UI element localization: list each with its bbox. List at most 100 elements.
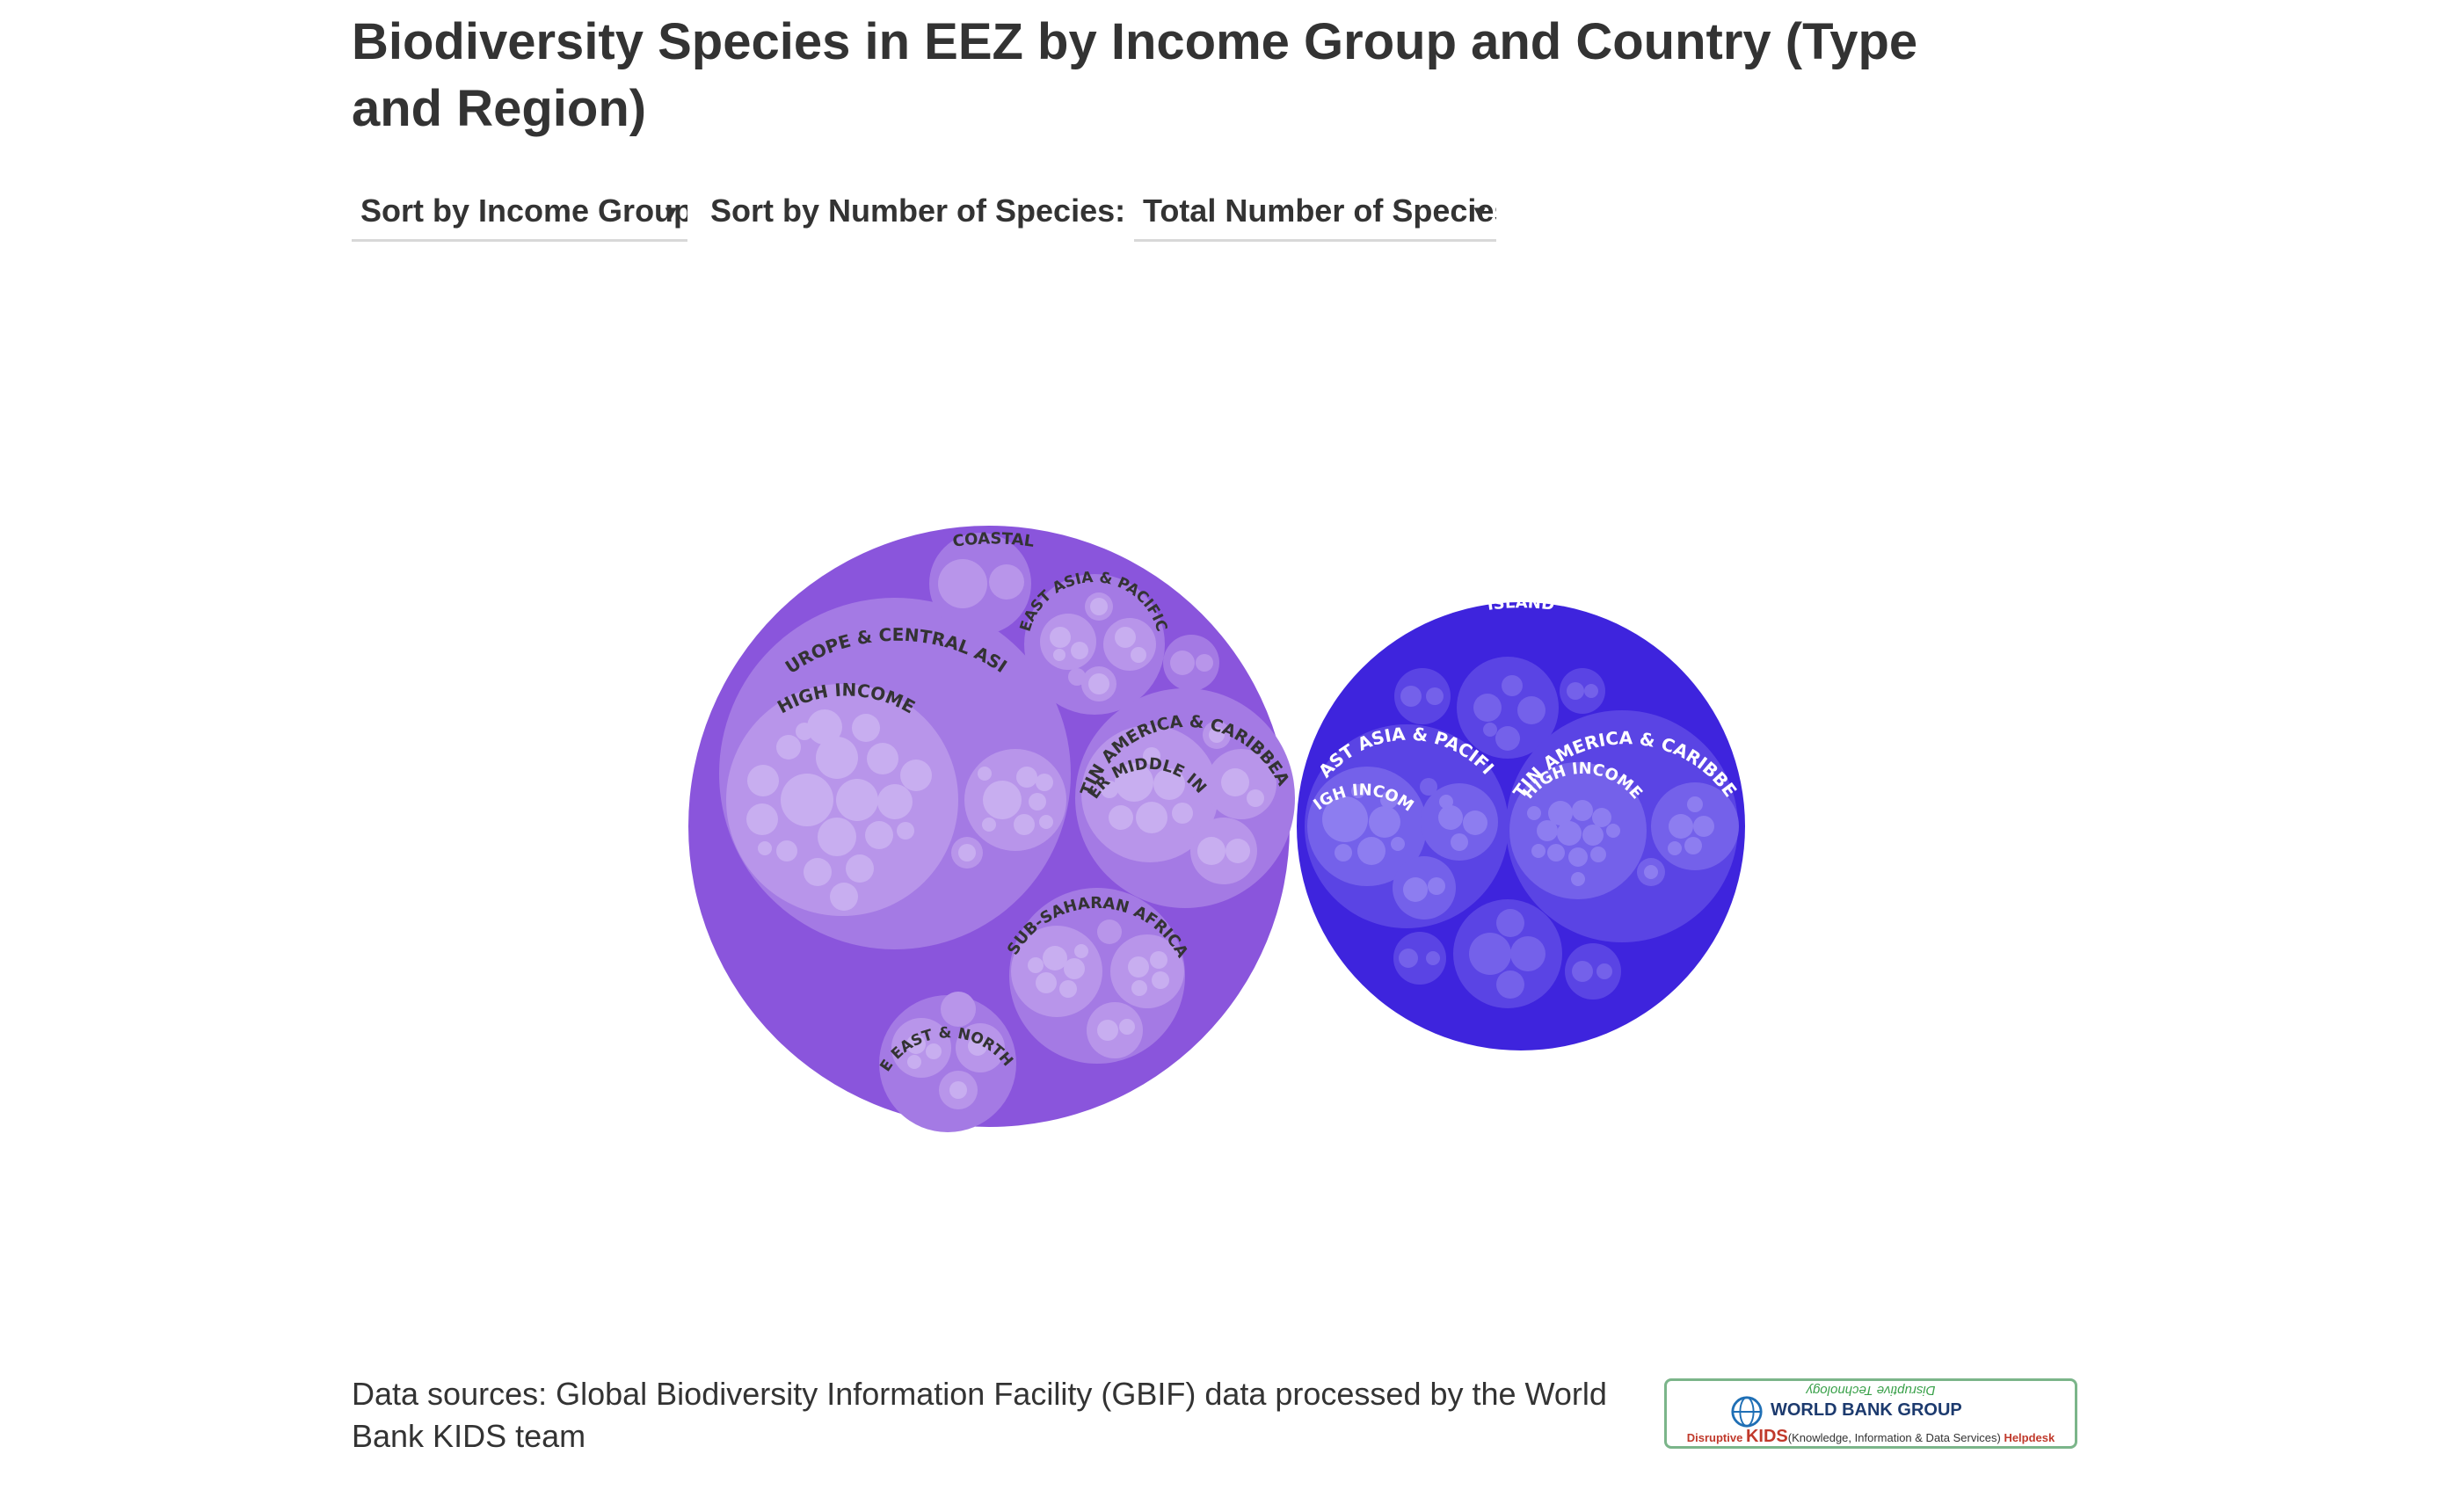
country-circle[interactable] xyxy=(1136,802,1167,833)
country-circle[interactable] xyxy=(1590,847,1606,862)
country-circle[interactable] xyxy=(1693,816,1714,837)
coastal-group[interactable]: COASTAL EUROPE & CENTRAL ASIA HIGH INCOM… xyxy=(0,0,1295,1132)
country-circle[interactable] xyxy=(1571,872,1585,886)
country-circle[interactable] xyxy=(807,709,842,745)
country-circle[interactable] xyxy=(1572,800,1593,821)
country-circle[interactable] xyxy=(1473,694,1502,722)
country-circle[interactable] xyxy=(816,737,858,779)
country-circle[interactable] xyxy=(818,818,856,856)
country-circle[interactable] xyxy=(1399,949,1418,968)
country-circle[interactable] xyxy=(1039,815,1053,829)
country-circle[interactable] xyxy=(877,784,913,819)
country-circle[interactable] xyxy=(1420,778,1437,796)
country-circle[interactable] xyxy=(1050,627,1071,648)
country-circle[interactable] xyxy=(983,781,1022,819)
country-circle[interactable] xyxy=(926,1043,942,1059)
country-circle[interactable] xyxy=(1438,805,1463,830)
country-circle[interactable] xyxy=(968,1036,987,1056)
world-bank-kids-logo[interactable]: Disruptive Technology WORLD BANK GROUP D… xyxy=(1664,1378,2077,1449)
region-latin-america-caribbean-island[interactable] xyxy=(1506,710,1739,942)
country-circle[interactable] xyxy=(1097,1020,1118,1041)
country-circle[interactable] xyxy=(1172,803,1193,824)
country-circle[interactable] xyxy=(1090,598,1108,615)
country-circle[interactable] xyxy=(1043,946,1067,970)
country-circle[interactable] xyxy=(1068,668,1086,686)
region-middle-east-north-africa[interactable] xyxy=(879,992,1016,1132)
country-circle[interactable] xyxy=(1394,668,1451,724)
country-circle[interactable] xyxy=(1592,808,1611,827)
country-circle[interactable] xyxy=(1221,768,1249,796)
country-circle[interactable] xyxy=(1196,654,1213,672)
income-group-dropdown[interactable]: Sort by Income Group ▼ xyxy=(352,180,687,242)
country-circle[interactable] xyxy=(1029,793,1046,811)
country-circle[interactable] xyxy=(1170,651,1195,675)
country-circle[interactable] xyxy=(1380,791,1398,809)
country-circle[interactable] xyxy=(1197,837,1226,865)
country-circle[interactable] xyxy=(1684,837,1702,854)
country-circle[interactable] xyxy=(1351,784,1365,798)
country-circle[interactable] xyxy=(1152,971,1169,989)
country-circle[interactable] xyxy=(1064,958,1085,979)
country-circle[interactable] xyxy=(1150,951,1167,969)
country-circle[interactable] xyxy=(1059,980,1077,998)
country-circle[interactable] xyxy=(830,883,858,911)
country-circle[interactable] xyxy=(989,564,1024,600)
country-circle[interactable] xyxy=(1483,723,1497,737)
country-circle[interactable] xyxy=(1572,961,1593,982)
country-circle[interactable] xyxy=(776,840,797,861)
country-circle[interactable] xyxy=(1357,837,1386,865)
region-east-asia-pacific-island[interactable] xyxy=(1305,724,1509,928)
country-circle[interactable] xyxy=(1247,789,1264,807)
country-circle[interactable] xyxy=(1547,844,1565,861)
region-sub-saharan-africa[interactable] xyxy=(1009,888,1185,1064)
country-circle[interactable] xyxy=(1469,933,1511,975)
country-circle[interactable] xyxy=(867,743,898,774)
country-circle[interactable] xyxy=(1596,963,1612,979)
country-circle[interactable] xyxy=(1053,649,1065,661)
country-circle[interactable] xyxy=(1428,877,1445,895)
country-circle[interactable] xyxy=(1548,801,1573,825)
country-circle[interactable] xyxy=(1403,877,1428,902)
country-circle[interactable] xyxy=(1426,951,1440,965)
country-circle[interactable] xyxy=(836,779,878,821)
country-circle[interactable] xyxy=(1495,726,1520,751)
country-circle[interactable] xyxy=(938,559,987,608)
country-circle[interactable] xyxy=(1400,686,1422,707)
country-circle[interactable] xyxy=(747,765,779,796)
country-circle[interactable] xyxy=(958,844,976,861)
species-sort-dropdown[interactable]: Total Number of Species ▼ xyxy=(1134,180,1496,242)
country-circle[interactable] xyxy=(1109,805,1133,830)
country-circle[interactable] xyxy=(1393,932,1446,985)
country-circle[interactable] xyxy=(1463,811,1487,835)
country-circle[interactable] xyxy=(1131,647,1146,663)
country-circle[interactable] xyxy=(941,992,976,1027)
country-circle[interactable] xyxy=(1153,768,1185,800)
country-circle[interactable] xyxy=(1517,696,1546,724)
country-circle[interactable] xyxy=(1028,957,1044,973)
country-circle[interactable] xyxy=(1527,806,1541,820)
country-circle[interactable] xyxy=(865,821,893,849)
country-circle[interactable] xyxy=(1510,936,1546,971)
country-circle[interactable] xyxy=(1335,844,1352,861)
country-circle[interactable] xyxy=(1669,814,1693,839)
country-circle[interactable] xyxy=(1644,865,1658,879)
country-circle[interactable] xyxy=(1119,1019,1135,1035)
country-circle[interactable] xyxy=(1016,767,1037,788)
region-europe-central-asia[interactable] xyxy=(719,598,1071,949)
country-circle[interactable] xyxy=(796,723,813,740)
country-circle[interactable] xyxy=(1115,763,1153,802)
country-circle[interactable] xyxy=(1668,841,1682,855)
country-circle[interactable] xyxy=(1088,673,1109,694)
country-circle[interactable] xyxy=(1074,944,1088,958)
country-circle[interactable] xyxy=(1584,684,1598,698)
country-circle[interactable] xyxy=(1036,774,1053,791)
country-circle[interactable] xyxy=(978,767,992,781)
country-circle[interactable] xyxy=(1071,642,1088,659)
country-circle[interactable] xyxy=(1606,824,1620,838)
country-circle[interactable] xyxy=(1568,847,1588,867)
country-circle[interactable] xyxy=(781,774,833,826)
country-circle[interactable] xyxy=(804,858,832,886)
country-circle[interactable] xyxy=(846,854,874,883)
region-latin-america-caribbean-coastal[interactable] xyxy=(1075,688,1295,908)
country-circle[interactable] xyxy=(1426,687,1444,705)
